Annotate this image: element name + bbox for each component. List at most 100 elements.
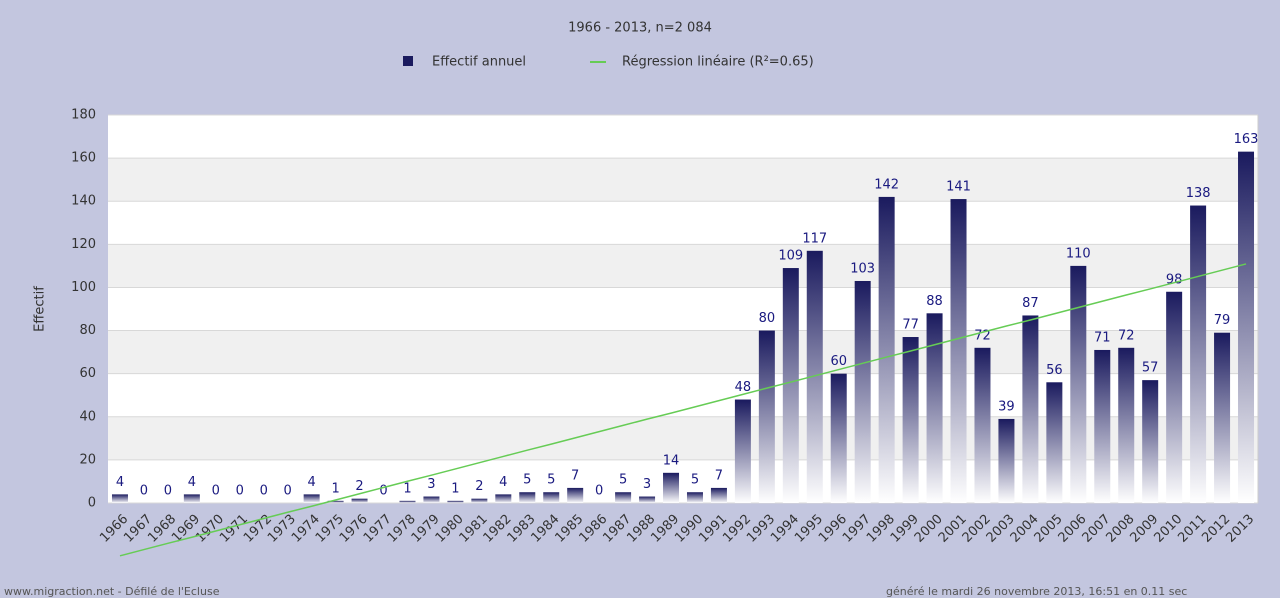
y-tick-label: 20 [79,452,96,467]
bar [806,250,823,503]
value-label: 71 [1094,330,1111,345]
bar [471,498,488,503]
value-label: 5 [691,473,699,488]
bar [615,492,632,503]
value-label: 2 [475,479,483,494]
grid-band [108,416,1258,460]
value-label: 3 [643,477,651,492]
bar [423,496,440,503]
bar [926,313,943,503]
legend-label: Effectif annuel [432,55,526,70]
bar [327,500,344,503]
value-label: 1 [403,481,411,496]
value-label: 14 [663,453,680,468]
bar [830,373,847,503]
bar [495,494,512,503]
value-label: 39 [998,399,1015,414]
y-tick-label: 80 [79,323,96,338]
value-label: 0 [260,484,268,499]
value-label: 1 [331,481,339,496]
bar [183,494,200,503]
bar [854,280,871,503]
value-label: 7 [715,468,723,483]
value-label: 0 [595,484,603,499]
regression-line [119,263,1247,557]
bar [1094,349,1111,503]
value-label: 4 [308,475,316,490]
y-tick-label: 180 [71,108,96,123]
value-label: 87 [1022,296,1039,311]
y-tick-label: 120 [71,237,96,252]
bar [734,399,751,503]
bar [1190,205,1207,504]
value-label: 0 [236,484,244,499]
value-label: 0 [212,484,220,499]
grid-band [108,158,1258,202]
value-label: 56 [1046,363,1063,378]
value-label: 4 [499,475,507,490]
value-label: 1 [451,481,459,496]
value-label: 5 [619,473,627,488]
value-label: 5 [547,473,555,488]
y-tick-label: 100 [71,280,96,295]
bar [1238,151,1255,503]
value-label: 141 [946,180,971,195]
value-label: 163 [1234,132,1259,147]
bar [758,330,775,503]
value-label: 5 [523,473,531,488]
value-label: 4 [116,475,124,490]
bar [1142,380,1159,503]
y-tick-label: 40 [79,409,96,424]
bar [998,418,1015,503]
value-label: 0 [379,484,387,499]
value-label: 117 [802,231,827,246]
bar [686,492,703,503]
value-label: 79 [1214,313,1231,328]
bar [543,492,560,503]
value-label: 48 [735,380,752,395]
value-label: 4 [188,475,196,490]
bar [1166,291,1183,503]
bar [902,337,919,503]
y-tick-label: 60 [79,366,96,381]
value-label: 110 [1066,246,1091,261]
grid-band [108,330,1258,374]
value-label: 77 [902,318,919,333]
bar [303,494,320,503]
value-label: 7 [571,468,579,483]
y-tick-label: 0 [88,496,96,511]
value-label: 98 [1166,272,1183,287]
bar [351,498,368,503]
bar [974,347,991,503]
value-label: 72 [1118,328,1135,343]
value-label: 0 [140,484,148,499]
bar [519,492,536,503]
grid-band [108,244,1258,288]
value-label: 57 [1142,361,1159,376]
bar [1070,265,1087,503]
chart-title: 1966 - 2013, n=2 084 [568,21,712,36]
value-label: 60 [830,354,847,369]
value-label: 109 [778,249,803,264]
bar [950,199,967,504]
bar [710,487,727,503]
bar [878,196,895,503]
bar [447,500,464,503]
value-label: 103 [850,261,875,276]
value-label: 2 [355,479,363,494]
value-label: 0 [284,484,292,499]
footer: généré le mardi 26 novembre 2013, 16:51 … [886,585,1187,598]
bar [1118,347,1135,503]
footer: www.migraction.net - Défilé de l'Ecluse [4,585,220,598]
value-label: 80 [759,311,776,326]
value-label: 72 [974,328,991,343]
bar [1214,332,1231,503]
value-label: 3 [427,477,435,492]
value-label: 142 [874,177,899,192]
bar [782,268,799,503]
bar [1022,315,1039,503]
value-label: 0 [164,484,172,499]
bar [1046,382,1063,503]
value-label: 88 [926,294,943,309]
